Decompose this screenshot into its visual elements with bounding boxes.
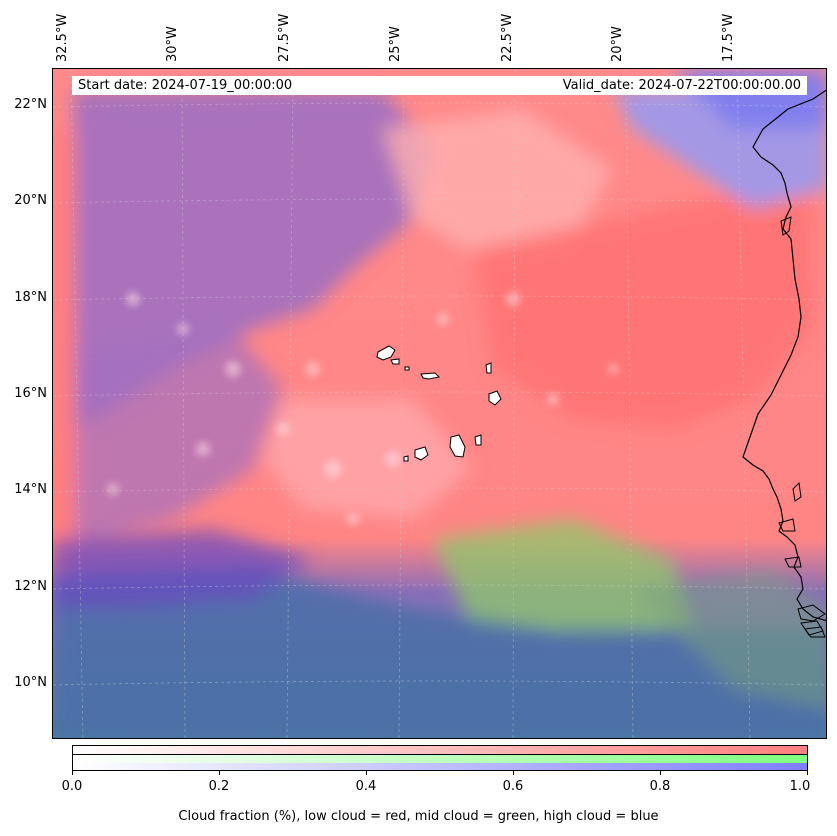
colorbar-tick bbox=[660, 771, 661, 775]
colorbar-caption: Cloud fraction (%), low cloud = red, mid… bbox=[178, 809, 659, 824]
lon-label-22-5w: 22.5°W bbox=[500, 13, 515, 62]
colorbar bbox=[72, 745, 808, 771]
lat-label-20n: 20°N bbox=[14, 193, 47, 208]
colorbar-tick bbox=[366, 771, 367, 775]
island-sao-vicente bbox=[390, 358, 400, 365]
island-santa-luzia bbox=[404, 366, 410, 371]
colorbar-tick bbox=[807, 771, 808, 775]
colorbar-tick-label: 0.4 bbox=[355, 779, 377, 794]
lat-label-10n: 10°N bbox=[14, 675, 47, 690]
map-canvas bbox=[53, 69, 826, 738]
colorbar-tick-label: 0.8 bbox=[649, 779, 671, 794]
lat-label-14n: 14°N bbox=[14, 482, 47, 497]
colorbar-tick-label: 0.6 bbox=[502, 779, 524, 794]
lon-label-17-5w: 17.5°W bbox=[721, 13, 736, 62]
island-santiago bbox=[449, 434, 466, 458]
lat-label-18n: 18°N bbox=[14, 290, 47, 305]
lat-label-16n: 16°N bbox=[14, 386, 47, 401]
island-brava bbox=[403, 455, 409, 462]
cloud-fraction-map bbox=[52, 68, 827, 739]
lon-label-20w: 20°W bbox=[610, 26, 625, 62]
colorbar-tick bbox=[513, 771, 514, 775]
colorbar-tick-label: 1.0 bbox=[789, 779, 811, 794]
lon-label-30w: 30°W bbox=[165, 26, 180, 62]
island-fogo bbox=[414, 446, 429, 461]
colorbar-tick-label: 0.2 bbox=[208, 779, 230, 794]
africa-coastline bbox=[742, 89, 826, 622]
lon-label-32-5w: 32.5°W bbox=[55, 13, 70, 62]
colorbar-tick bbox=[72, 771, 73, 775]
valid-date-text: Valid_date: 2024-07-22T00:00:00.00 bbox=[562, 78, 801, 93]
colorbar-tick bbox=[219, 771, 220, 775]
cloud-speckles bbox=[107, 292, 618, 525]
island-maio bbox=[474, 434, 482, 446]
island-sal bbox=[485, 362, 492, 374]
lat-label-22n: 22°N bbox=[14, 97, 47, 112]
date-info-box: Start date: 2024-07-19_00:00:00 Valid_da… bbox=[72, 76, 807, 95]
island-santo-antao bbox=[376, 345, 396, 361]
colorbar-low-cloud bbox=[73, 746, 807, 754]
colorbar-high-cloud bbox=[73, 763, 807, 770]
start-date-text: Start date: 2024-07-19_00:00:00 bbox=[78, 78, 293, 93]
island-boa-vista bbox=[488, 390, 502, 406]
lat-label-12n: 12°N bbox=[14, 579, 47, 594]
cape-verde-islands bbox=[376, 345, 502, 462]
island-sao-nicolau bbox=[420, 372, 441, 380]
lon-label-25w: 25°W bbox=[388, 26, 403, 62]
lon-label-27-5w: 27.5°W bbox=[277, 13, 292, 62]
map-gridlines bbox=[53, 69, 826, 738]
colorbar-tick-label: 0.0 bbox=[61, 779, 83, 794]
coast-details bbox=[778, 216, 826, 638]
